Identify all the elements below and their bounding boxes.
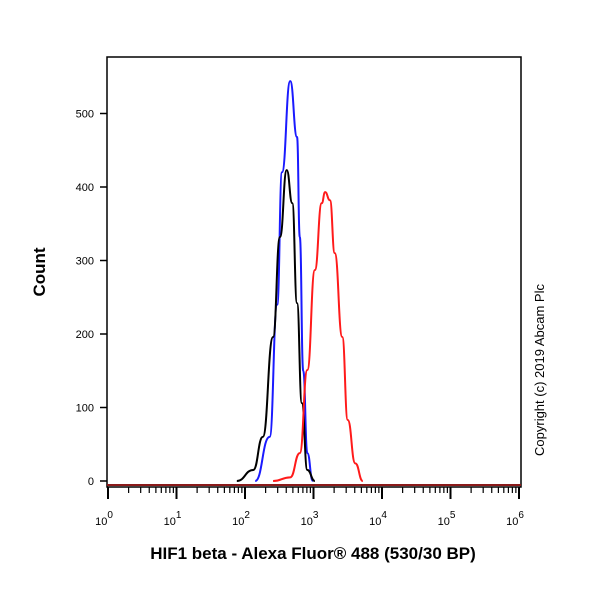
y-tick-label: 100 [76,403,94,415]
x-tick-base: 10 [369,516,381,528]
x-tick-exponent: 0 [107,510,113,521]
series-layer [236,80,364,482]
y-tick-label: 400 [76,182,94,194]
x-tick-label: 105 [438,510,456,528]
copyright-annotation: Copyright (c) 2019 Abcam Plc [532,284,547,456]
x-tick-label: 100 [95,510,113,528]
x-tick-exponent: 1 [176,510,182,521]
x-tick-exponent: 5 [450,510,456,521]
y-tick-label: 0 [88,476,94,488]
x-tick-label: 102 [232,510,250,528]
x-tick-base: 10 [164,516,176,528]
x-tick-label: 103 [301,510,319,528]
x-tick-exponent: 4 [381,510,387,521]
y-tick-label: 200 [76,329,94,341]
x-tick-exponent: 3 [313,510,319,521]
x-tick-exponent: 2 [244,510,250,521]
x-axis-title: HIF1 beta - Alexa Fluor® 488 (530/30 BP) [150,544,476,563]
series-line-red [273,191,364,482]
x-tick-base: 10 [232,516,244,528]
x-tick-label: 106 [506,510,524,528]
x-tick-label: 104 [369,510,387,528]
x-tick-exponent: 6 [518,510,524,521]
x-tick-label: 101 [164,510,182,528]
x-tick-base: 10 [95,516,107,528]
y-tick-label: 500 [76,109,94,121]
y-tick-label: 300 [76,256,94,268]
y-axis: 0 100 200 300 400 500 [76,109,107,488]
x-tick-base: 10 [301,516,313,528]
x-tick-base: 10 [506,516,518,528]
y-axis-title: Count [30,247,49,296]
series-line-black [236,169,316,482]
x-tick-base: 10 [438,516,450,528]
